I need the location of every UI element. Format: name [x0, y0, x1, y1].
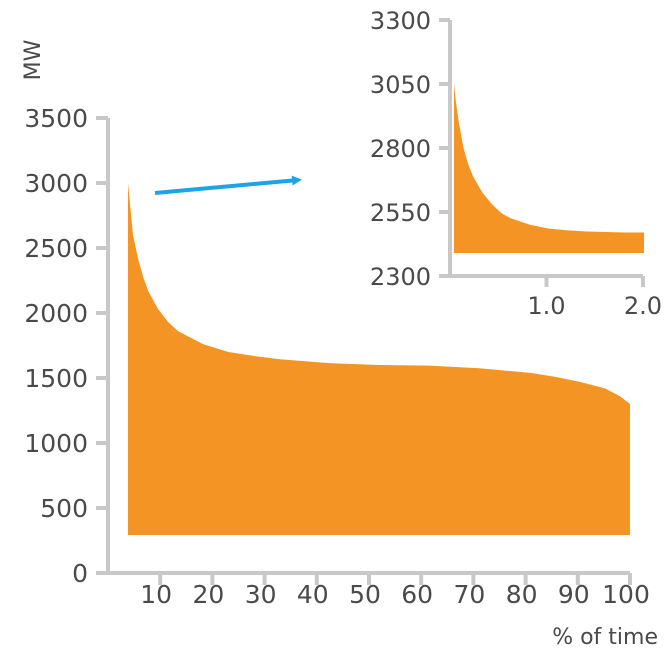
- main-x-tick-label: 20: [192, 580, 224, 609]
- main-y-tick-label: 3500: [24, 104, 88, 133]
- main-x-tick-label: 60: [401, 580, 433, 609]
- main-x-tick-label: 90: [558, 580, 590, 609]
- main-y-axis-title: MW: [21, 39, 46, 80]
- main-y-tick-label: 2500: [24, 234, 88, 263]
- inset-y-tick-label: 3300: [370, 7, 431, 35]
- inset-x-ticks: 1.0 2.0: [527, 276, 662, 320]
- inset-y-tick-label: 2300: [370, 263, 431, 291]
- inset-chart: 2300 2550 2800 3050 3300 1.0 2.0: [370, 7, 662, 320]
- main-y-tick-label: 0: [72, 559, 88, 588]
- main-y-tick-label: 1000: [24, 429, 88, 458]
- main-x-tick-label: 40: [297, 580, 329, 609]
- main-x-axis-title: % of time: [552, 625, 658, 650]
- inset-y-tick-label: 3050: [370, 71, 431, 99]
- main-y-tick-label: 2000: [24, 299, 88, 328]
- main-y-tick-label: 3000: [24, 169, 88, 198]
- main-x-tick-label: 70: [453, 580, 485, 609]
- inset-x-tick-label: 1.0: [527, 292, 565, 320]
- main-y-tick-label: 1500: [24, 364, 88, 393]
- main-x-tick-label: 10: [140, 580, 172, 609]
- main-chart: 0 500 1000 1500 2000 2500 3000 3500 10 20 30 40 50 6…: [21, 39, 658, 650]
- inset-y-tick-label: 2800: [370, 135, 431, 163]
- main-x-tick-label: 50: [349, 580, 381, 609]
- inset-y-tick-label: 2550: [370, 199, 431, 227]
- main-x-tick-label: 30: [245, 580, 277, 609]
- main-y-tick-label: 500: [40, 494, 88, 523]
- inset-area-fill: [454, 84, 644, 253]
- zoom-arrow: [154, 175, 302, 195]
- main-area-fill: [128, 183, 630, 535]
- main-x-ticks: 10 20 30 40 50 60 70 80 90 100: [140, 573, 650, 609]
- main-x-tick-label: 80: [506, 580, 538, 609]
- inset-y-ticks: 2300 2550 2800 3050 3300: [370, 7, 450, 291]
- main-x-tick-label: 100: [602, 580, 650, 609]
- inset-x-tick-label: 2.0: [624, 292, 662, 320]
- main-y-ticks: 0 500 1000 1500 2000 2500 3000 3500: [24, 104, 108, 588]
